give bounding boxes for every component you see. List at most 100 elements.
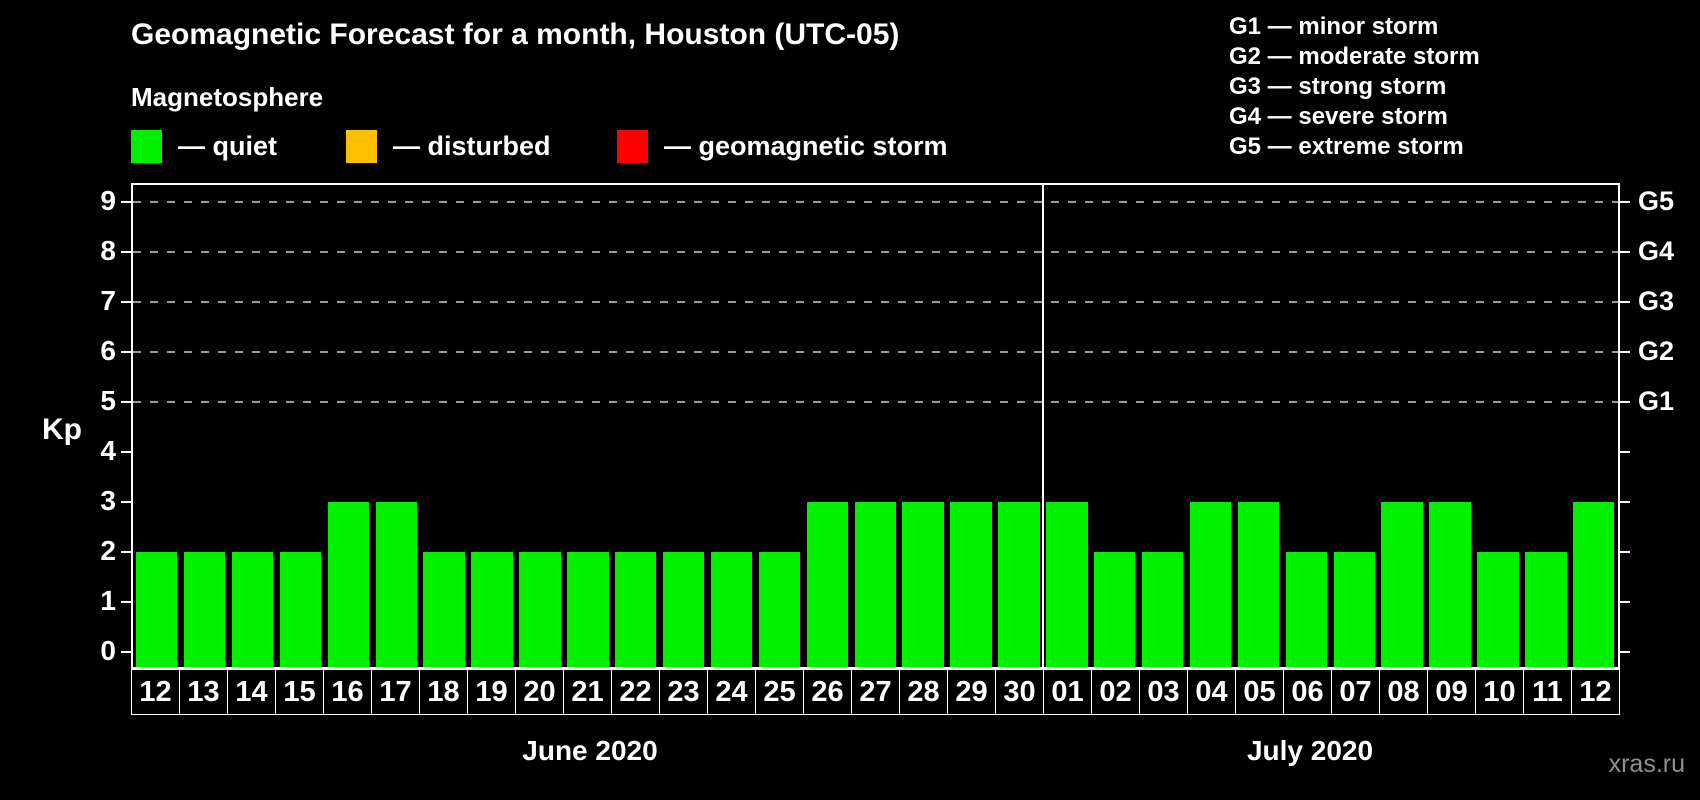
- date-label: 01: [1043, 669, 1092, 715]
- plot-area: [131, 183, 1620, 669]
- storm-label: — geomagnetic storm: [664, 130, 948, 161]
- y-tick-label-8: 8: [100, 235, 116, 266]
- y-tick-4: [121, 451, 131, 453]
- date-label: 19: [467, 669, 516, 715]
- right-tick-7: [1620, 301, 1630, 303]
- kp-axis-label: Kp: [42, 413, 82, 446]
- right-tick-8: [1620, 251, 1630, 253]
- y-tick-label-1: 1: [100, 585, 116, 616]
- y-tick-label-4: 4: [100, 435, 116, 466]
- watermark: xras.ru: [1608, 750, 1685, 778]
- date-label: 22: [611, 669, 660, 715]
- chart-title: Geomagnetic Forecast for a month, Housto…: [131, 18, 900, 51]
- date-label: 10: [1475, 669, 1524, 715]
- g-level-label-g5: G5: [1638, 186, 1675, 216]
- date-label: 16: [323, 669, 372, 715]
- date-label: 21: [563, 669, 612, 715]
- y-tick-label-6: 6: [100, 335, 116, 366]
- y-tick-1: [121, 601, 131, 603]
- date-label: 07: [1331, 669, 1380, 715]
- date-label: 13: [179, 669, 228, 715]
- y-tick-7: [121, 301, 131, 303]
- kp-bar-09: [1429, 502, 1471, 667]
- kp-bar-05: [1237, 502, 1280, 667]
- right-tick-3: [1620, 501, 1630, 503]
- g-scale-legend: G1 — minor storm G2 — moderate storm G3 …: [1229, 12, 1480, 162]
- y-tick-6: [121, 351, 131, 353]
- kp-bar-14: [231, 552, 274, 667]
- date-label: 25: [755, 669, 804, 715]
- g-level-label-g2: G2: [1638, 336, 1675, 366]
- date-label: 03: [1139, 669, 1188, 715]
- y-tick-label-9: 9: [100, 185, 116, 216]
- y-tick-3: [121, 501, 131, 503]
- date-label: 28: [899, 669, 948, 715]
- g-level-label-g4: G4: [1638, 236, 1675, 266]
- right-tick-4: [1620, 451, 1630, 453]
- date-label: 15: [275, 669, 324, 715]
- kp-bar-13: [183, 552, 226, 667]
- quiet-color-swatch: [131, 129, 162, 163]
- right-tick-6: [1620, 351, 1630, 353]
- g3-legend-line: G3 — strong storm: [1229, 73, 1447, 100]
- g4-legend-line: G4 — severe storm: [1229, 103, 1448, 130]
- kp-bar-11: [1525, 552, 1567, 667]
- date-label: 05: [1235, 669, 1284, 715]
- date-label: 12: [131, 669, 180, 715]
- kp-bar-03: [1141, 552, 1184, 667]
- date-label: 09: [1427, 669, 1476, 715]
- kp-bar-26: [806, 502, 849, 667]
- date-label: 24: [707, 669, 756, 715]
- kp-bar-22: [615, 552, 657, 667]
- kp-bar-21: [567, 552, 609, 667]
- kp-bar-18: [423, 552, 465, 667]
- kp-bar-17: [375, 502, 417, 667]
- date-label: 14: [227, 669, 276, 715]
- kp-bar-23: [662, 552, 705, 667]
- g2-legend-line: G2 — moderate storm: [1229, 43, 1480, 70]
- disturbed-label: — disturbed: [393, 130, 551, 161]
- month-label-june: June 2020: [522, 735, 658, 766]
- kp-bar-25: [758, 552, 801, 667]
- date-label: 27: [851, 669, 900, 715]
- date-label: 08: [1379, 669, 1428, 715]
- date-label: 02: [1091, 669, 1140, 715]
- legend-item-storm: — geomagnetic storm: [617, 128, 948, 164]
- gridline-kp6: [133, 351, 1618, 353]
- date-label: 17: [371, 669, 420, 715]
- date-label: 06: [1283, 669, 1332, 715]
- kp-bar-19: [471, 552, 513, 667]
- date-axis-row: 12 13 14 15 16 17 18 19 20 21 22 23 24 25 26 27 28 29 30 01…: [131, 669, 1620, 715]
- kp-bar-20: [519, 552, 561, 667]
- y-tick-label-2: 2: [100, 535, 116, 566]
- y-tick-2: [121, 551, 131, 553]
- date-label: 12: [1571, 669, 1620, 715]
- kp-bar-12: [1573, 502, 1615, 667]
- kp-bar-06: [1285, 552, 1328, 667]
- right-tick-0: [1620, 651, 1630, 653]
- date-label: 20: [515, 669, 564, 715]
- kp-bar-02: [1094, 552, 1136, 667]
- kp-bar-12: [136, 552, 178, 667]
- right-tick-2: [1620, 551, 1630, 553]
- kp-bar-01: [1046, 502, 1088, 667]
- gridline-kp5: [133, 401, 1618, 403]
- month-label-july: July 2020: [1246, 735, 1374, 766]
- kp-bar-30: [998, 502, 1040, 667]
- disturbed-color-swatch: [346, 129, 377, 163]
- kp-bar-29: [950, 502, 992, 667]
- gridline-kp8: [133, 251, 1618, 253]
- date-label: 04: [1187, 669, 1236, 715]
- kp-bar-15: [279, 552, 322, 667]
- kp-bar-27: [854, 502, 896, 667]
- kp-bar-16: [327, 502, 369, 667]
- g1-legend-line: G1 — minor storm: [1229, 13, 1439, 40]
- kp-bar-07: [1333, 552, 1375, 667]
- date-label: 26: [803, 669, 852, 715]
- kp-bar-04: [1189, 502, 1232, 667]
- y-tick-label-7: 7: [100, 285, 116, 316]
- kp-bar-24: [710, 552, 753, 667]
- y-tick-label-3: 3: [100, 485, 116, 516]
- gridline-kp7: [133, 301, 1618, 303]
- quiet-label: — quiet: [178, 130, 277, 161]
